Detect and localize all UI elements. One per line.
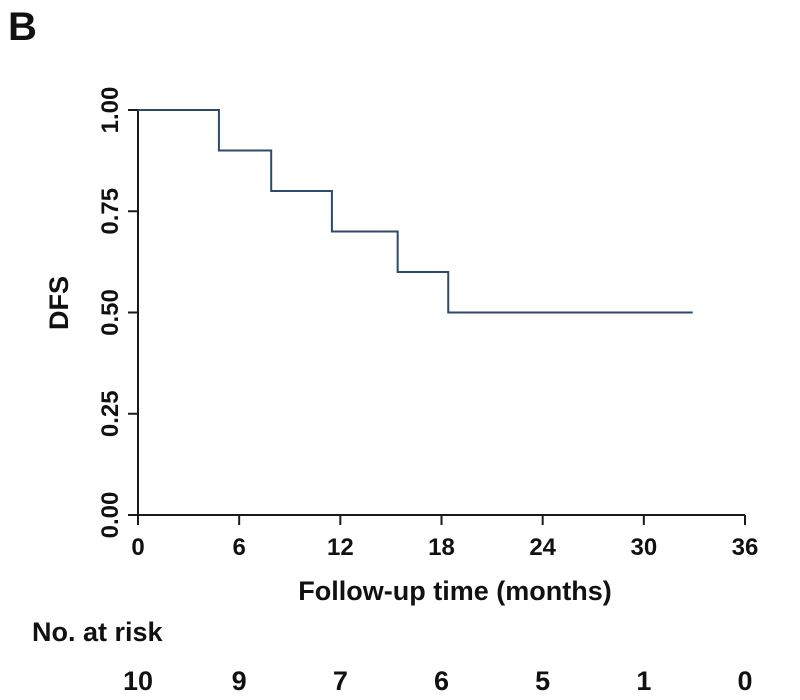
series-group <box>138 109 693 314</box>
y-tick-label: 0.00 <box>97 492 124 539</box>
risk-count: 0 <box>737 666 752 696</box>
axes: 0.00 0.25 0.50 0.75 1.00 0 6 12 18 24 30 36 <box>97 87 758 561</box>
x-tick-label: 0 <box>131 534 144 561</box>
y-tick-label: 0.50 <box>97 289 124 336</box>
survival-curve <box>138 109 693 314</box>
y-axis-title: DFS <box>44 276 74 330</box>
risk-count: 7 <box>333 666 348 696</box>
risk-table: 10 9 7 6 5 1 0 <box>123 666 753 696</box>
x-tick-label: 24 <box>529 534 556 561</box>
x-axis-title: Follow-up time (months) <box>298 576 611 606</box>
x-tick-label: 6 <box>232 534 245 561</box>
risk-count: 5 <box>535 666 550 696</box>
y-tick-label: 1.00 <box>97 87 124 134</box>
y-tick-label: 0.75 <box>97 188 124 235</box>
risk-table-title: No. at risk <box>32 617 164 647</box>
risk-count: 6 <box>434 666 449 696</box>
x-tick-label: 30 <box>630 534 657 561</box>
x-tick-label: 36 <box>732 534 759 561</box>
risk-count: 9 <box>232 666 247 696</box>
y-tick-label: 0.25 <box>97 390 124 437</box>
risk-count: 1 <box>636 666 651 696</box>
risk-count: 10 <box>123 666 153 696</box>
x-tick-label: 12 <box>327 534 354 561</box>
panel-label: B <box>8 5 37 49</box>
x-tick-label: 18 <box>428 534 455 561</box>
